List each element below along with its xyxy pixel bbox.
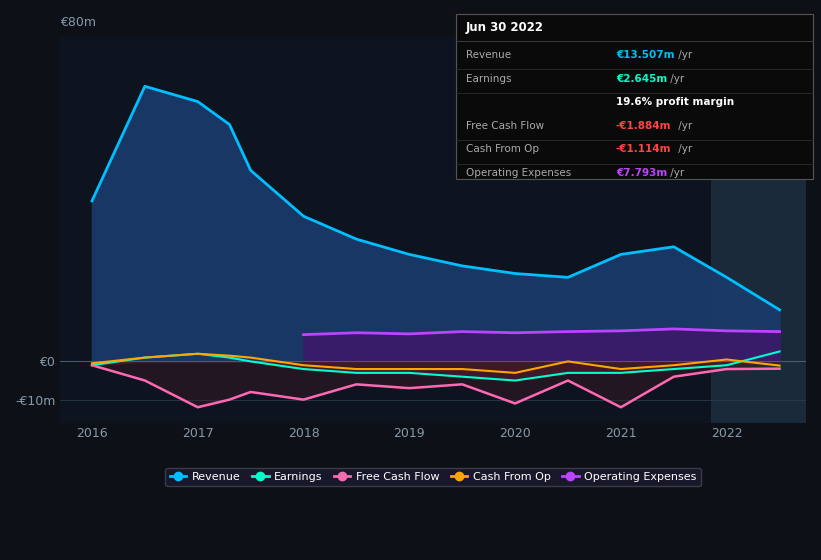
Text: Revenue: Revenue — [466, 50, 511, 60]
Text: -€1.884m: -€1.884m — [616, 121, 672, 131]
Text: €2.645m: €2.645m — [616, 74, 667, 84]
Text: €80m: €80m — [60, 16, 96, 29]
Text: €7.793m: €7.793m — [616, 168, 667, 178]
Text: Cash From Op: Cash From Op — [466, 144, 539, 155]
Text: Operating Expenses: Operating Expenses — [466, 168, 571, 178]
Legend: Revenue, Earnings, Free Cash Flow, Cash From Op, Operating Expenses: Revenue, Earnings, Free Cash Flow, Cash … — [165, 468, 701, 487]
Text: /yr: /yr — [675, 50, 692, 60]
Text: /yr: /yr — [667, 168, 685, 178]
Text: Jun 30 2022: Jun 30 2022 — [466, 21, 544, 34]
Text: /yr: /yr — [667, 74, 685, 84]
Text: Earnings: Earnings — [466, 74, 511, 84]
Text: -€1.114m: -€1.114m — [616, 144, 672, 155]
Bar — [711, 36, 806, 423]
Text: /yr: /yr — [675, 144, 692, 155]
Text: €13.507m: €13.507m — [616, 50, 674, 60]
Text: 19.6% profit margin: 19.6% profit margin — [616, 97, 734, 108]
Text: /yr: /yr — [675, 121, 692, 131]
Text: Free Cash Flow: Free Cash Flow — [466, 121, 544, 131]
